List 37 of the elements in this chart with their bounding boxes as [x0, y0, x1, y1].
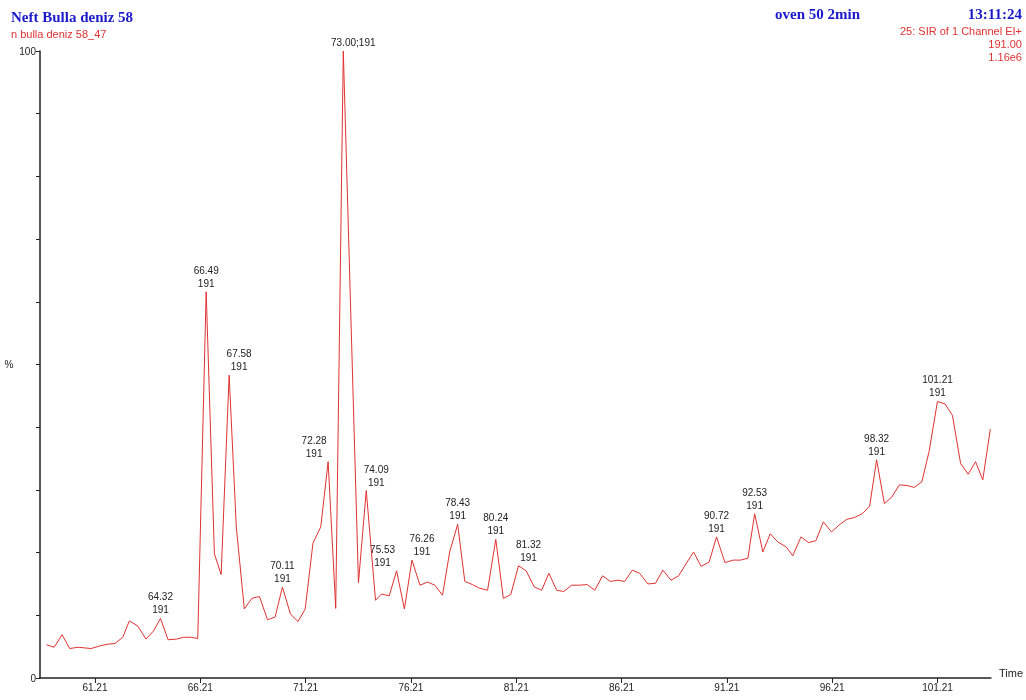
y-axis-title: %: [4, 359, 14, 370]
annotation: 92.53 191: [742, 486, 768, 511]
x-tick-label: 61.21: [82, 681, 108, 693]
y-tick-label: 0: [30, 672, 37, 684]
x-tick-label: 81.21: [503, 681, 530, 693]
annotation: 75.53 191: [370, 543, 396, 568]
line-series: [46, 50, 991, 650]
annotation: 80.24 191: [483, 512, 509, 537]
annotation: 76.26 191: [409, 533, 435, 558]
x-tick-label: 101.21: [922, 681, 954, 693]
text: oven 50 2min: [774, 5, 861, 22]
annotation: 78.43 191: [445, 497, 471, 522]
chart-subtitle: n bulla deniz 58_47: [11, 27, 107, 40]
chart-title: Neft Bulla deniz 58: [11, 8, 134, 25]
x-tick-label: 71.21: [293, 681, 319, 693]
y-tick-label: 100: [19, 45, 37, 57]
annotation: 90.72 191: [704, 509, 730, 534]
x-tick-label: 86.21: [609, 681, 635, 693]
annotation: 81.32 191: [516, 538, 542, 563]
annotation: 67.58 191: [226, 348, 253, 373]
x-tick-label: 91.21: [714, 681, 740, 693]
x-axis-title: Time: [998, 666, 1024, 679]
text: 25: SIR of 1 Channel EI+: [900, 24, 1022, 37]
annotation: 64.32 191: [147, 591, 174, 616]
annotation: 101.21 191: [922, 374, 954, 399]
annotation: 74.09 191: [363, 463, 390, 488]
x-tick-label: 66.21: [187, 681, 214, 693]
x-tick-label: 96.21: [819, 681, 846, 693]
text: 191.00: [988, 37, 1022, 50]
annotation: 1.16e6: [988, 50, 1022, 63]
x-tick-label: 76.21: [398, 681, 424, 693]
annotation: 73.00;191: [331, 37, 376, 48]
annotation: 72.28 191: [301, 434, 328, 459]
annotation: 70.11 191: [270, 560, 295, 585]
annotation: 66.49 191: [193, 264, 220, 289]
text: 13:11:24: [967, 5, 1023, 22]
annotation: 98.32 191: [864, 432, 890, 457]
